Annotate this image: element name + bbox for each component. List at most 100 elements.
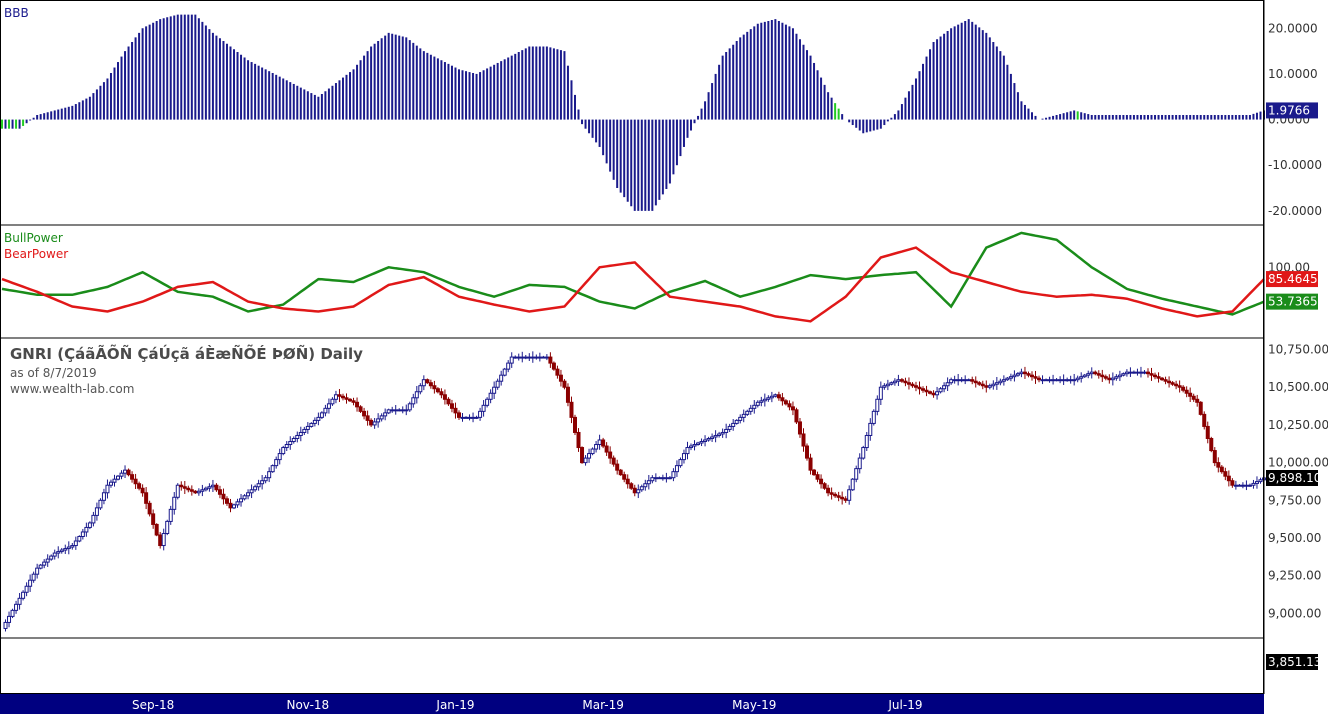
candle-body <box>428 382 433 387</box>
month-label: Jul-19 <box>887 698 922 712</box>
candle-body <box>133 478 138 485</box>
candle-body <box>383 412 388 417</box>
date-axis-bar: Sep-18 Nov-18 Jan-19 Mar-19 May-19 Jul-19 <box>0 694 1264 714</box>
candle-body <box>632 487 637 494</box>
candle-body <box>636 489 641 494</box>
pane-dividers <box>0 0 1265 694</box>
bullbear-tick-label: 100.00 <box>1268 260 1310 274</box>
candle-body <box>467 416 472 419</box>
candle-body <box>35 567 40 575</box>
candle-body <box>875 398 880 412</box>
candle-body <box>495 380 500 388</box>
candle-body <box>45 558 50 563</box>
month-label: Nov-18 <box>286 698 329 712</box>
candle-body <box>1103 376 1108 379</box>
candle-body <box>924 389 929 393</box>
candle-body <box>558 374 563 382</box>
candle-body <box>1131 371 1136 374</box>
candle-body <box>66 546 71 550</box>
candle-body <box>425 379 430 384</box>
candle-body <box>537 356 542 359</box>
candle-body <box>1142 371 1147 374</box>
candle-body <box>435 388 440 393</box>
month-label: May-19 <box>732 698 776 712</box>
bbb-tick-label: 20.0000 <box>1268 21 1318 35</box>
candle-body <box>1167 380 1172 384</box>
candle-body <box>414 391 419 399</box>
candle-body <box>752 404 757 409</box>
candle-body <box>762 398 767 402</box>
candle-body <box>1244 484 1249 487</box>
candle-body <box>56 551 61 554</box>
candle-body <box>232 504 237 509</box>
candle-body <box>358 406 363 412</box>
candle-body <box>31 573 36 581</box>
candle-body <box>404 409 409 412</box>
candle-body <box>787 403 792 408</box>
candle-body <box>741 413 746 418</box>
candle-body <box>938 388 943 393</box>
candle-body <box>1096 373 1101 376</box>
candle-body <box>1001 379 1006 382</box>
candle-body <box>548 356 553 364</box>
candle-body <box>52 552 57 557</box>
candle-body <box>629 483 634 489</box>
candle-body <box>530 356 535 359</box>
candle-body <box>10 609 15 617</box>
candle-body <box>868 422 873 436</box>
candle-body <box>748 407 753 412</box>
candle-body <box>724 428 729 433</box>
candle-body <box>516 356 521 359</box>
volume-last-value: 3,851.13 M <box>1268 655 1328 669</box>
candle-body <box>1008 376 1013 379</box>
date-axis-background <box>0 694 1264 714</box>
candle-body <box>1121 373 1126 376</box>
candle-body <box>456 412 461 418</box>
candle-body <box>246 492 251 497</box>
candle-body <box>126 469 131 476</box>
candle-body <box>154 523 159 536</box>
candle-body <box>1082 374 1087 378</box>
candle-body <box>952 379 957 382</box>
candle-body <box>1233 484 1238 487</box>
candle-body <box>717 433 722 436</box>
candle-body <box>112 478 117 483</box>
month-label: Jan-19 <box>435 698 474 712</box>
candle-body <box>1061 379 1066 382</box>
candle-body <box>224 498 229 504</box>
candle-body <box>337 394 342 397</box>
candle-body <box>780 397 785 402</box>
candle-body <box>734 419 739 424</box>
candle-body <box>660 477 665 480</box>
candle-body <box>274 459 279 467</box>
candle-body <box>639 486 644 491</box>
candle-body <box>1163 379 1168 382</box>
candle-body <box>49 555 54 560</box>
candle-body <box>696 442 701 446</box>
candle-body <box>1100 374 1105 378</box>
candle-body <box>379 415 384 420</box>
month-label: Sep-18 <box>132 698 174 712</box>
candle-body <box>667 477 672 480</box>
candle-body <box>277 453 282 461</box>
candle-body <box>1188 392 1193 397</box>
candle-body <box>738 416 743 421</box>
candle-body <box>7 615 12 623</box>
candle-body <box>854 468 859 480</box>
candle-body <box>221 493 226 500</box>
candle-body <box>797 421 802 435</box>
candle-body <box>1037 377 1042 381</box>
candle-body <box>446 398 451 405</box>
candle-body <box>200 489 205 492</box>
candle-body <box>355 401 360 408</box>
candle-body <box>790 406 795 411</box>
candle-body <box>453 407 458 414</box>
bearpower-last-value: 85.4645 <box>1268 272 1318 286</box>
candle-body <box>214 484 219 491</box>
candle-body <box>1089 371 1094 375</box>
candle-body <box>833 493 838 497</box>
candle-body <box>653 477 658 480</box>
bearpower-last-value-bg <box>1266 271 1318 288</box>
candle-body <box>594 444 599 450</box>
